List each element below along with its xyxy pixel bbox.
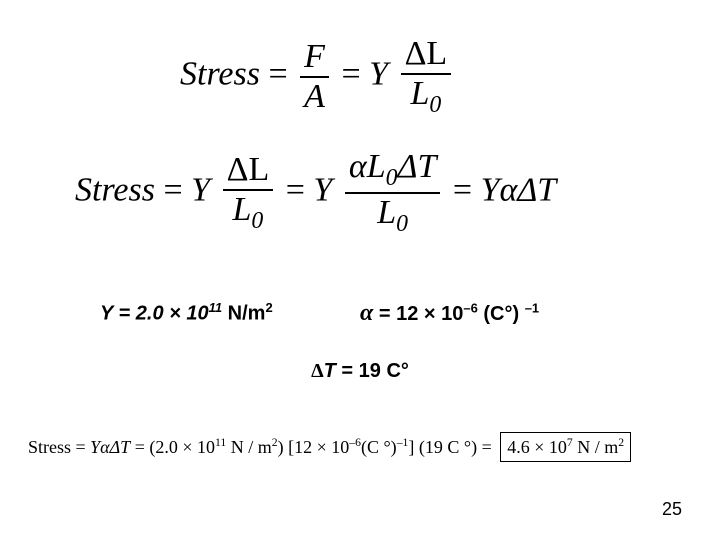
eq1-frac-fa: F A — [300, 38, 329, 116]
eq2-lhs: Stress — [75, 172, 155, 209]
param-delta-t: ΔT = 19 C° — [0, 360, 720, 383]
equation-numeric-result: Stress = YαΔT = (2.0 × 1011 N / m2) [12 … — [28, 432, 631, 462]
eq2-y1: Y — [191, 172, 210, 209]
eq1-f1-num: F — [300, 38, 329, 76]
eq1-eq1: = — [268, 56, 287, 93]
eq2-eqb: = — [286, 172, 305, 209]
eq2-f2-den: L0 — [345, 192, 441, 238]
eq2-rhs: YαΔT — [481, 172, 557, 209]
eq2-eqa: = — [163, 172, 182, 209]
result-box: 4.6 × 107 N / m2 — [500, 432, 631, 462]
eq1-f2-num: ΔL — [401, 35, 452, 73]
eq1-f2-den: L0 — [401, 73, 452, 119]
eq2-y2: Y — [313, 172, 332, 209]
alpha-icon: α — [360, 300, 373, 326]
equation-stress-thermal: Stress = Y ΔL L0 = Y αL0ΔT L0 = YαΔT — [75, 148, 556, 238]
equation-stress-definition: Stress = F A = Y ΔL L0 — [180, 35, 455, 119]
eq1-y: Y — [369, 56, 388, 93]
eq1-lhs: Stress — [180, 56, 260, 93]
page-number: 25 — [662, 499, 682, 520]
param-alpha: α = 12 × 10–6 (C°) –1 — [360, 300, 539, 327]
eq2-eqc: = — [453, 172, 472, 209]
eq1-f1-den: A — [300, 76, 329, 116]
eq2-frac2: αL0ΔT L0 — [345, 148, 441, 238]
eq1-frac-dl: ΔL L0 — [401, 35, 452, 119]
eq2-f2-num: αL0ΔT — [345, 148, 441, 192]
eq2-f1-den: L0 — [223, 189, 274, 235]
eq1-eq2: = — [341, 56, 360, 93]
eq2-frac1: ΔL L0 — [223, 151, 274, 235]
eq2-f1-num: ΔL — [223, 151, 274, 189]
param-youngs-modulus: Y = 2.0 × 1011 N/m2 — [100, 300, 273, 326]
